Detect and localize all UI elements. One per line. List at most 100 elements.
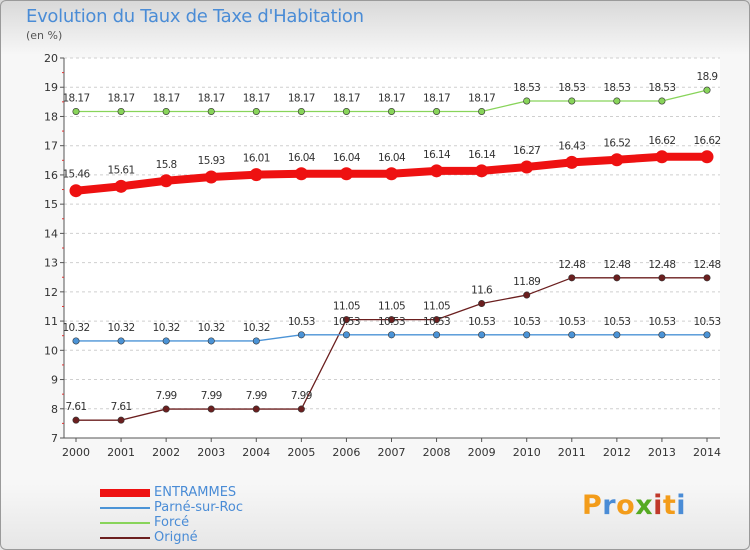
data-label: 10.53 bbox=[378, 316, 405, 328]
data-label: 11.6 bbox=[471, 285, 493, 297]
data-point bbox=[207, 337, 215, 345]
data-label: 16.04 bbox=[333, 152, 361, 164]
y-tick-label: 12 bbox=[44, 286, 58, 299]
data-label: 16.04 bbox=[288, 152, 316, 164]
data-label: 12.48 bbox=[558, 259, 585, 271]
data-label: 10.53 bbox=[558, 316, 585, 328]
data-label: 12.48 bbox=[603, 259, 630, 271]
data-label: 16.52 bbox=[603, 138, 630, 150]
data-point bbox=[72, 337, 80, 345]
data-point bbox=[478, 107, 486, 115]
data-label: 18.53 bbox=[648, 82, 675, 94]
x-tick-label: 2004 bbox=[242, 446, 270, 459]
data-label: 18.17 bbox=[198, 92, 225, 104]
x-tick-label: 2014 bbox=[693, 446, 721, 459]
data-point bbox=[162, 107, 170, 115]
legend-swatch-parne-sur-roc bbox=[100, 507, 150, 509]
data-label: 16.14 bbox=[423, 149, 451, 161]
data-point bbox=[385, 167, 398, 181]
data-label: 16.62 bbox=[648, 135, 675, 147]
logo-letter: P bbox=[582, 490, 603, 521]
data-label: 18.17 bbox=[288, 92, 315, 104]
x-tick-label: 2008 bbox=[423, 446, 451, 459]
data-point bbox=[72, 416, 80, 424]
data-point bbox=[342, 107, 350, 115]
y-tick-label: 7 bbox=[51, 432, 58, 445]
data-point bbox=[613, 274, 621, 282]
data-point bbox=[207, 405, 215, 413]
data-point bbox=[252, 405, 260, 413]
data-point bbox=[700, 150, 714, 164]
data-label: 15.93 bbox=[198, 155, 225, 167]
data-point bbox=[478, 331, 486, 339]
data-point bbox=[342, 316, 350, 324]
x-tick-label: 2011 bbox=[558, 446, 586, 459]
data-label: 15.46 bbox=[62, 169, 90, 181]
y-tick-label: 11 bbox=[44, 315, 58, 328]
data-point bbox=[613, 97, 621, 105]
data-label: 10.32 bbox=[243, 322, 270, 334]
x-tick-label: 2007 bbox=[378, 446, 406, 459]
y-tick-label: 17 bbox=[44, 140, 58, 153]
data-label: 10.53 bbox=[468, 316, 495, 328]
legend-swatch-force bbox=[100, 522, 150, 524]
data-label: 18.17 bbox=[62, 92, 89, 104]
data-label: 7.61 bbox=[66, 401, 87, 413]
data-point bbox=[297, 107, 305, 115]
data-point bbox=[568, 274, 576, 282]
chart-title: Evolution du Taux de Taxe d'Habitation bbox=[26, 6, 364, 27]
data-point bbox=[658, 274, 666, 282]
data-point bbox=[204, 170, 218, 184]
data-label: 16.04 bbox=[378, 152, 406, 164]
data-point bbox=[568, 331, 576, 339]
data-label: 15.61 bbox=[108, 164, 135, 176]
data-label: 7.99 bbox=[156, 390, 177, 402]
data-label: 10.32 bbox=[153, 322, 180, 334]
data-point bbox=[433, 316, 441, 324]
data-label: 10.53 bbox=[603, 316, 630, 328]
data-label: 18.53 bbox=[513, 82, 540, 94]
data-point bbox=[117, 416, 125, 424]
data-label: 10.53 bbox=[333, 316, 360, 328]
data-label: 12.48 bbox=[693, 259, 720, 271]
unit-label: (en %) bbox=[26, 29, 63, 42]
data-point bbox=[565, 155, 579, 169]
logo-letter: t bbox=[662, 490, 677, 521]
data-point bbox=[433, 331, 441, 339]
data-label: 10.32 bbox=[198, 322, 225, 334]
x-tick-label: 2000 bbox=[62, 446, 90, 459]
data-point bbox=[475, 164, 489, 178]
data-point bbox=[117, 107, 125, 115]
data-point bbox=[430, 164, 444, 178]
data-label: 18.53 bbox=[603, 82, 630, 94]
data-label: 16.27 bbox=[513, 145, 540, 157]
y-tick-label: 10 bbox=[44, 344, 58, 357]
data-point bbox=[610, 153, 624, 167]
data-label: 16.01 bbox=[243, 153, 270, 165]
data-label: 10.53 bbox=[513, 316, 540, 328]
data-label: 18.9 bbox=[697, 71, 718, 83]
logo-letter: r bbox=[602, 490, 617, 521]
data-point bbox=[387, 331, 395, 339]
logo-letter: i bbox=[676, 490, 687, 521]
data-label: 7.99 bbox=[291, 390, 312, 402]
data-point bbox=[703, 86, 711, 94]
data-point bbox=[703, 331, 711, 339]
data-point bbox=[339, 167, 353, 181]
y-tick-label: 18 bbox=[44, 110, 58, 123]
data-label: 10.32 bbox=[62, 322, 89, 334]
data-point bbox=[207, 107, 215, 115]
data-point bbox=[520, 160, 534, 174]
data-label: 18.17 bbox=[423, 92, 450, 104]
data-label: 18.17 bbox=[333, 92, 360, 104]
data-label: 7.99 bbox=[201, 390, 222, 402]
y-tick-label: 16 bbox=[44, 169, 58, 182]
x-tick-label: 2006 bbox=[332, 446, 360, 459]
data-point bbox=[342, 331, 350, 339]
data-point bbox=[658, 97, 666, 105]
y-tick-label: 14 bbox=[44, 227, 58, 240]
data-point bbox=[703, 274, 711, 282]
data-point bbox=[72, 107, 80, 115]
legend-label-force: Forcé bbox=[154, 515, 190, 530]
